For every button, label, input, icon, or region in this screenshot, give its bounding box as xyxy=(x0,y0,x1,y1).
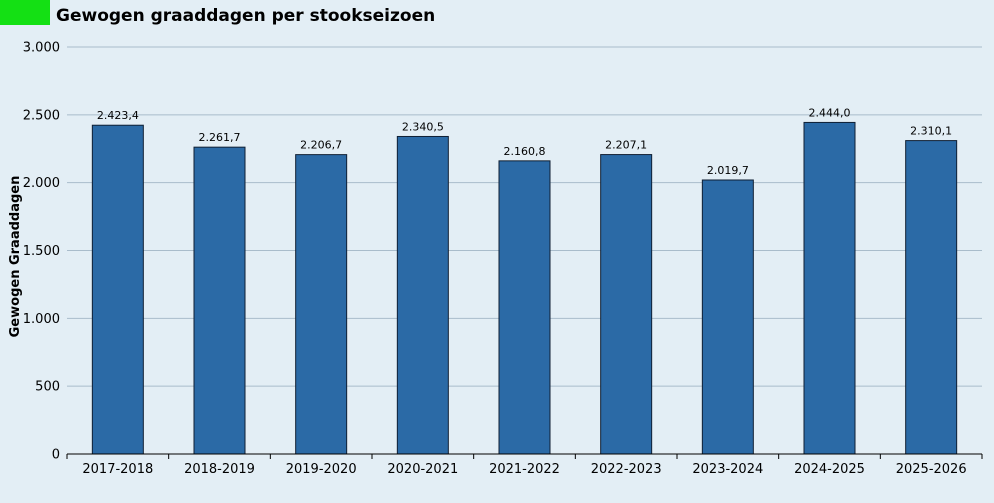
x-tick-label: 2023-2024 xyxy=(692,462,763,477)
bar xyxy=(803,121,856,455)
data-label: 2.340,5 xyxy=(402,120,444,133)
data-label: 2.261,7 xyxy=(199,131,241,144)
y-tick-label: 2.500 xyxy=(23,108,60,123)
bar xyxy=(600,154,653,455)
y-tick-label: 1.000 xyxy=(23,312,60,327)
x-tick-label: 2025-2026 xyxy=(896,462,967,477)
data-label: 2.444,0 xyxy=(809,106,851,119)
accent-block xyxy=(0,0,50,25)
x-tick-label: 2020-2021 xyxy=(387,462,458,477)
bar xyxy=(701,179,754,455)
x-tick-label: 2019-2020 xyxy=(286,462,357,477)
bar xyxy=(91,124,144,455)
data-label: 2.019,7 xyxy=(707,164,749,177)
data-label: 2.423,4 xyxy=(97,109,139,122)
y-tick-label: 2.000 xyxy=(23,176,60,191)
y-tick-label: 1.500 xyxy=(23,244,60,259)
x-tick-label: 2022-2023 xyxy=(591,462,662,477)
x-tick-label: 2018-2019 xyxy=(184,462,255,477)
bar xyxy=(193,146,246,455)
bar xyxy=(905,140,958,455)
y-tick-label: 500 xyxy=(35,380,60,395)
bar xyxy=(498,160,551,455)
y-axis-title: Gewogen Graaddagen xyxy=(8,176,23,338)
bar xyxy=(396,135,449,455)
data-label: 2.160,8 xyxy=(504,145,546,158)
y-tick-label: 0 xyxy=(52,448,60,463)
y-tick-label: 3.000 xyxy=(23,41,60,56)
data-label: 2.207,1 xyxy=(605,139,647,152)
bar xyxy=(295,154,348,455)
data-label: 2.310,1 xyxy=(910,125,952,138)
x-tick-label: 2017-2018 xyxy=(82,462,153,477)
x-tick-label: 2021-2022 xyxy=(489,462,560,477)
data-label: 2.206,7 xyxy=(300,139,342,152)
x-tick-label: 2024-2025 xyxy=(794,462,865,477)
chart-title: Gewogen graaddagen per stookseizoen xyxy=(56,6,436,26)
